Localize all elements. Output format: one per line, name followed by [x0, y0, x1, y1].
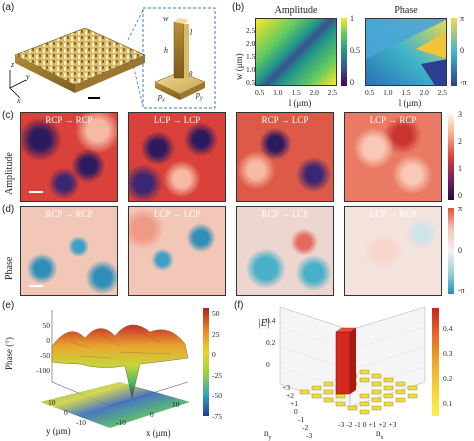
amp-cbar-tick: 1 [350, 14, 354, 23]
panel-f-xlabel: nx [376, 428, 384, 441]
inset-w-label: w [163, 14, 169, 23]
map-title: LCP → RCP [369, 115, 417, 125]
metasurface-3d-illustration [9, 7, 216, 109]
panel-e-xtick: 0 [150, 410, 154, 419]
phase-cbar-tick: -π [460, 78, 467, 87]
panel-b-ylabel: w (μm) [234, 53, 244, 80]
panel-a-label: (a) [2, 2, 15, 13]
phase-cbar-tick: 0 [460, 46, 464, 55]
amplitude-map-rcp-rcp: RCP → RCP [20, 112, 118, 202]
panel-e-xtick: 10 [172, 400, 180, 409]
panel-e-colorbar [203, 308, 209, 416]
row-d-colorbar [448, 208, 454, 294]
panel-b-phase-title: Phase [394, 5, 418, 16]
amp-cbar-tick: 0 [350, 78, 354, 87]
panel-c-label: (c) [2, 110, 14, 121]
row-c-cbar-tick: 1 [458, 164, 462, 173]
panel-b-yticks: 2.5 2.0 1.5 1.0 0.5 [246, 26, 256, 87]
row-c-cbar-tick: 0 [458, 191, 462, 200]
map-title: LCP → LCP [153, 209, 201, 219]
panel-b-amplitude-title: Amplitude [274, 5, 318, 16]
panel-b-label: (b) [232, 2, 245, 13]
panel-b-amp-xlabel: l (μm) [288, 98, 312, 108]
row-c-cbar-tick: 2 [458, 137, 462, 146]
phase-map-rcp-lcp: RCP → LCP [236, 206, 334, 296]
scale-bar [29, 191, 43, 193]
panel-e-xlabel: x (μm) [146, 428, 171, 438]
map-title: LCP → LCP [153, 115, 201, 125]
row-c-ylabel: Amplitude [4, 152, 15, 195]
phase-3d-surface-plot [40, 310, 190, 428]
row-d-cbar-tick: 0 [458, 246, 462, 255]
axis-z-label: z [11, 60, 15, 69]
panel-e-ytick: 10 [48, 398, 56, 407]
efficiency-3d-bar-chart [279, 306, 426, 415]
phase-map-lcp-rcp: LCP → RCP [344, 206, 442, 296]
amplitude-map [255, 18, 337, 86]
scale-bar [29, 285, 43, 287]
map-title: RCP → RCP [45, 115, 93, 125]
panel-f-nx-ticks: -3 -2 -1 0 +1 +2 +3 [338, 420, 397, 429]
map-title: LCP → RCP [369, 209, 417, 219]
panel-f-colorbar [432, 308, 439, 416]
panel-e-zticks: 50 0 -50 -100 [36, 321, 50, 375]
inset-l-label: l [190, 28, 193, 37]
inset-theta-label: θ [189, 70, 193, 78]
panel-f-ny-ticks: +3 +2 +1 0 -1 -2 -3 [282, 383, 313, 440]
axis-y-label: y [26, 72, 30, 81]
row-c-cbar-tick: 3 [458, 110, 462, 119]
axis-x-label: x [17, 96, 21, 105]
panel-f-zticks: 0.4 0.2 0 [266, 316, 276, 369]
map-title: RCP → RCP [45, 209, 93, 219]
panel-e-ytick: 0 [64, 408, 68, 417]
row-d-cbar-tick: π [458, 204, 463, 213]
inset-h-label: h [164, 46, 168, 55]
panel-e-xtick: -10 [116, 418, 126, 427]
phase-cbar-tick: π [460, 14, 465, 23]
panel-f-label: (f) [234, 300, 244, 311]
map-title: RCP → LCP [261, 115, 309, 125]
panel-b-phase-xticks: 0.5 1.0 1.5 2.0 2.5 [365, 88, 447, 97]
inset-py-label: py [196, 90, 203, 102]
amplitude-map-lcp-rcp: LCP → RCP [344, 112, 442, 202]
panel-e-ytick: -10 [76, 418, 86, 427]
phase-map [365, 18, 447, 86]
inset-px-label: px [158, 92, 165, 104]
panel-b-amp-xticks: 0.5 1.0 1.5 2.0 2.5 [255, 88, 337, 97]
phase-map-lcp-lcp: LCP → LCP [128, 206, 226, 296]
panel-e-zlabel: Phase (°) [4, 337, 14, 370]
amplitude-map-lcp-lcp: LCP → LCP [128, 112, 226, 202]
amplitude-map-rcp-lcp: RCP → LCP [236, 112, 334, 202]
row-d-ylabel: Phase [4, 256, 15, 280]
panel-e-ylabel: y (μm) [46, 426, 71, 436]
amplitude-colorbar [341, 18, 347, 86]
phase-map-rcp-rcp: RCP → RCP [20, 206, 118, 296]
amp-cbar-tick: 0.5 [350, 46, 360, 55]
panel-e-label: (e) [2, 300, 15, 311]
panel-b-phase-xlabel: l (μm) [398, 98, 422, 108]
panel-d-label: (d) [2, 204, 15, 215]
row-c-colorbar [448, 114, 454, 200]
panel-e-cbar-ticks: 50 25 0 -25 -50 -75 [212, 309, 222, 421]
panel-f-zlabel: |E| [258, 318, 270, 329]
phase-colorbar [451, 18, 457, 86]
row-d-cbar-tick: -π [458, 286, 465, 295]
panel-f-cbar-ticks: 0.4 0.3 0.2 0.1 [443, 324, 453, 408]
map-title: RCP → LCP [261, 209, 309, 219]
panel-f-ylabel: ny [264, 428, 272, 441]
